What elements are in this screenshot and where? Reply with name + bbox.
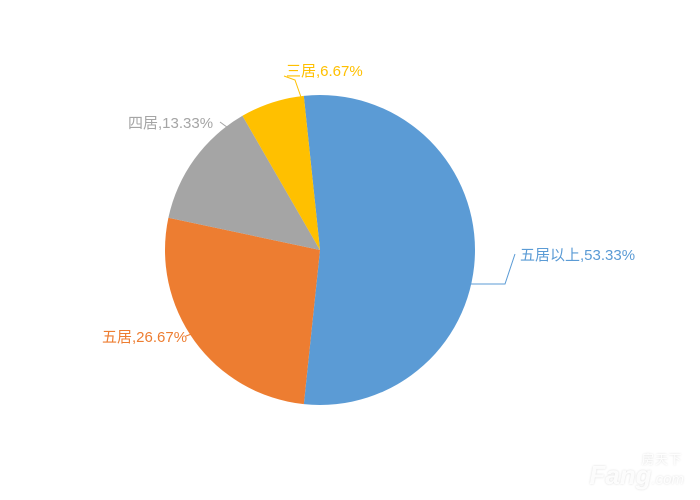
slice-label-五居以上: 五居以上,53.33% [520,244,635,265]
slice-label-五居: 五居,26.67% [102,326,187,347]
slice-label-三居: 三居,6.67% [286,60,363,81]
slice-label-四居: 四居,13.33% [128,112,213,133]
